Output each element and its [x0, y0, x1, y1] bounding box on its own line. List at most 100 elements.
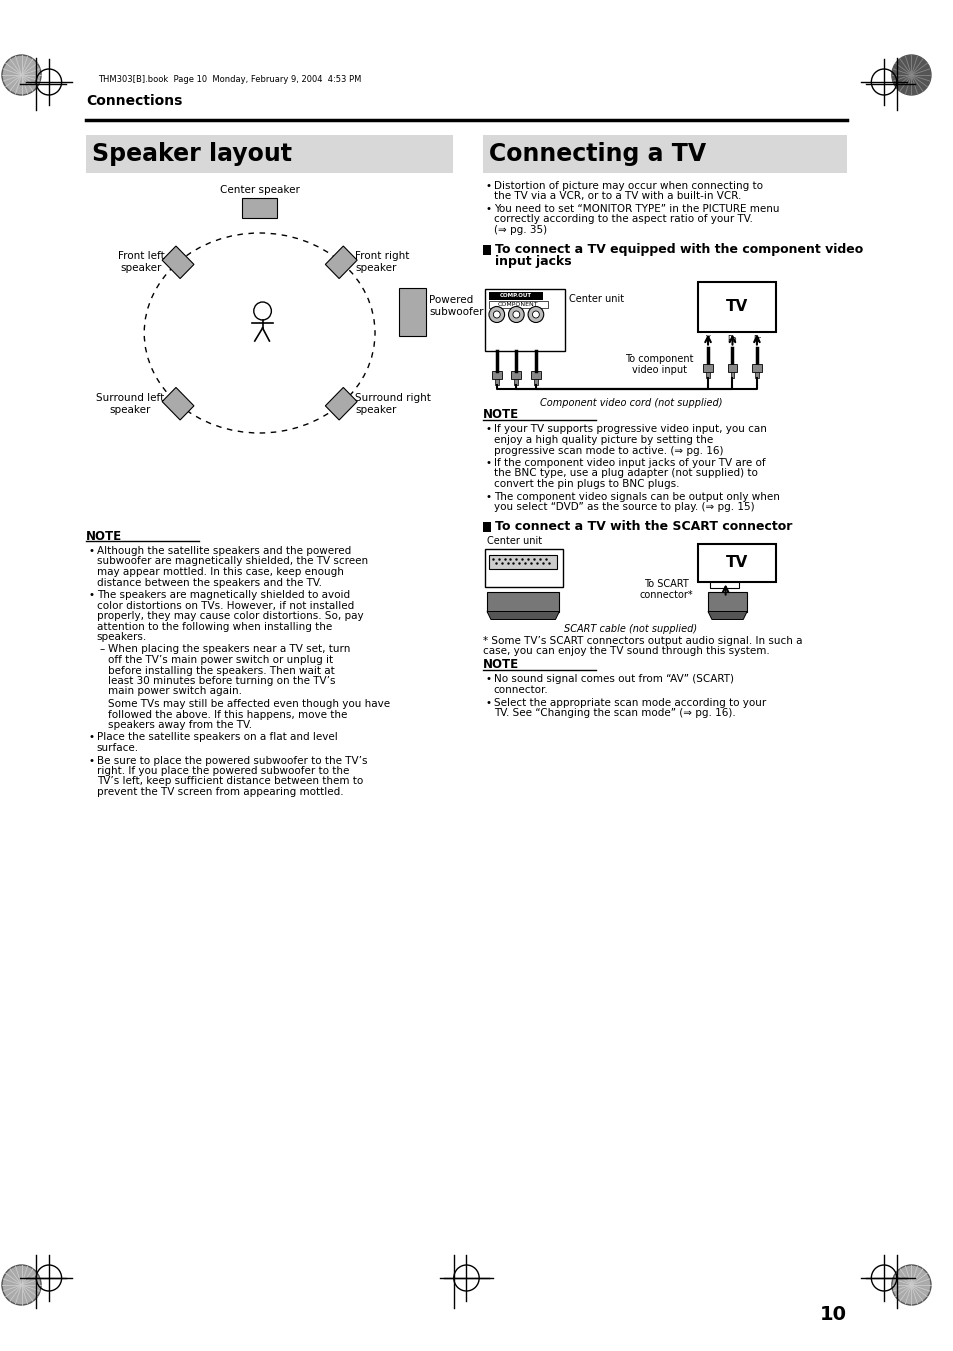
Text: Pb: Pb: [727, 335, 737, 345]
Polygon shape: [162, 388, 193, 420]
Text: To component
video input: To component video input: [624, 354, 693, 376]
Bar: [751, 363, 761, 372]
Text: TV. See “Changing the scan mode” (⇒ pg. 16).: TV. See “Changing the scan mode” (⇒ pg. …: [494, 708, 735, 717]
Bar: [534, 378, 537, 385]
Text: •: •: [88, 732, 94, 743]
Bar: [698, 281, 776, 331]
Circle shape: [528, 307, 543, 323]
Text: Pr: Pr: [752, 335, 760, 345]
Bar: [484, 289, 565, 350]
Bar: [705, 372, 709, 377]
Text: right. If you place the powered subwoofer to the: right. If you place the powered subwoofe…: [96, 766, 349, 775]
Text: input jacks: input jacks: [495, 255, 571, 269]
Bar: [730, 372, 734, 377]
Bar: [495, 378, 498, 385]
Polygon shape: [707, 612, 746, 620]
Text: prevent the TV screen from appearing mottled.: prevent the TV screen from appearing mot…: [96, 788, 343, 797]
Text: (⇒ pg. 35): (⇒ pg. 35): [494, 226, 546, 235]
Bar: [511, 370, 520, 378]
Text: Front right
speaker: Front right speaker: [355, 251, 409, 273]
Bar: [486, 592, 558, 612]
Text: Distortion of picture may occur when connecting to: Distortion of picture may occur when con…: [494, 181, 762, 190]
Text: Surround right
speaker: Surround right speaker: [355, 393, 431, 415]
Text: •: •: [484, 181, 491, 190]
Circle shape: [2, 1265, 41, 1305]
Text: If the component video input jacks of your TV are of: If the component video input jacks of yo…: [494, 458, 764, 467]
Text: THM303[B].book  Page 10  Monday, February 9, 2004  4:53 PM: THM303[B].book Page 10 Monday, February …: [98, 74, 361, 84]
Text: Although the satellite speakers and the powered: Although the satellite speakers and the …: [96, 546, 351, 557]
Text: •: •: [88, 755, 94, 766]
Text: enjoy a high quality picture by setting the: enjoy a high quality picture by setting …: [494, 435, 712, 444]
Text: connector.: connector.: [494, 685, 548, 694]
Bar: [484, 549, 562, 586]
Text: Connections: Connections: [86, 95, 182, 108]
Text: You need to set “MONITOR TYPE” in the PICTURE menu: You need to set “MONITOR TYPE” in the PI…: [494, 204, 779, 213]
Text: case, you can enjoy the TV sound through this system.: case, you can enjoy the TV sound through…: [482, 647, 769, 657]
Text: The speakers are magnetically shielded to avoid: The speakers are magnetically shielded t…: [96, 590, 350, 600]
Text: Place the satellite speakers on a flat and level: Place the satellite speakers on a flat a…: [96, 732, 337, 743]
Circle shape: [891, 55, 930, 95]
Bar: [489, 292, 542, 300]
Text: NOTE: NOTE: [482, 408, 518, 422]
Text: The component video signals can be output only when: The component video signals can be outpu…: [494, 492, 779, 501]
Text: properly, they may cause color distortions. So, pay: properly, they may cause color distortio…: [96, 611, 363, 621]
Text: •: •: [484, 204, 491, 213]
Text: Y: Y: [705, 335, 710, 345]
Text: •: •: [484, 674, 491, 685]
Circle shape: [493, 311, 499, 317]
Text: least 30 minutes before turning on the TV’s: least 30 minutes before turning on the T…: [108, 676, 335, 686]
Text: To SCART
connector*: To SCART connector*: [639, 578, 693, 600]
Text: may appear mottled. In this case, keep enough: may appear mottled. In this case, keep e…: [96, 567, 343, 577]
Circle shape: [532, 311, 538, 317]
Polygon shape: [162, 246, 193, 278]
Circle shape: [508, 307, 523, 323]
Text: Be sure to place the powered subwoofer to the TV’s: Be sure to place the powered subwoofer t…: [96, 755, 367, 766]
Text: TV’s left, keep sufficient distance between them to: TV’s left, keep sufficient distance betw…: [96, 777, 363, 786]
Text: To connect a TV equipped with the component video: To connect a TV equipped with the compon…: [495, 243, 862, 257]
Text: Center speaker: Center speaker: [219, 185, 299, 195]
Bar: [698, 543, 776, 581]
Text: progressive scan mode to active. (⇒ pg. 16): progressive scan mode to active. (⇒ pg. …: [494, 446, 722, 455]
Text: NOTE: NOTE: [482, 658, 518, 671]
Bar: [398, 288, 426, 336]
Text: Some TVs may still be affected even though you have: Some TVs may still be affected even thou…: [108, 698, 389, 709]
Text: TV: TV: [725, 555, 748, 570]
Circle shape: [891, 1265, 930, 1305]
Bar: [492, 370, 501, 378]
Bar: [482, 135, 846, 173]
Text: the BNC type, use a plug adapter (not supplied) to: the BNC type, use a plug adapter (not su…: [494, 469, 757, 478]
Text: •: •: [484, 492, 491, 501]
Circle shape: [489, 307, 504, 323]
Text: correctly according to the aspect ratio of your TV.: correctly according to the aspect ratio …: [494, 215, 752, 224]
Bar: [531, 370, 540, 378]
Text: off the TV’s main power switch or unplug it: off the TV’s main power switch or unplug…: [108, 655, 333, 665]
Text: convert the pin plugs to BNC plugs.: convert the pin plugs to BNC plugs.: [494, 480, 679, 489]
Text: SCART cable (not supplied): SCART cable (not supplied): [563, 624, 697, 634]
Text: If your TV supports progressive video input, you can: If your TV supports progressive video in…: [494, 424, 766, 435]
Text: Center unit: Center unit: [569, 295, 623, 304]
Text: the TV via a VCR, or to a TV with a built-in VCR.: the TV via a VCR, or to a TV with a buil…: [494, 192, 740, 201]
Bar: [702, 363, 712, 372]
Bar: [754, 372, 758, 377]
Bar: [514, 378, 517, 385]
Text: When placing the speakers near a TV set, turn: When placing the speakers near a TV set,…: [108, 644, 350, 654]
Text: Component video cord (not supplied): Component video cord (not supplied): [539, 399, 721, 408]
Text: NOTE: NOTE: [86, 530, 122, 543]
Text: •: •: [484, 458, 491, 467]
Text: distance between the speakers and the TV.: distance between the speakers and the TV…: [96, 577, 321, 588]
Text: main power switch again.: main power switch again.: [108, 686, 241, 697]
Bar: [482, 521, 491, 531]
Polygon shape: [486, 612, 558, 620]
Text: color distortions on TVs. However, if not installed: color distortions on TVs. However, if no…: [96, 600, 354, 611]
Circle shape: [513, 311, 519, 317]
Text: COMP.OUT: COMP.OUT: [498, 293, 531, 299]
Text: subwoofer are magnetically shielded, the TV screen: subwoofer are magnetically shielded, the…: [96, 557, 368, 566]
Text: Select the appropriate scan mode according to your: Select the appropriate scan mode accordi…: [494, 697, 765, 708]
Text: Powered
subwoofer: Powered subwoofer: [429, 296, 483, 316]
Bar: [709, 581, 739, 588]
Polygon shape: [325, 388, 356, 420]
Circle shape: [2, 55, 41, 95]
Text: Center unit: Center unit: [486, 536, 541, 547]
Text: TV: TV: [725, 299, 748, 313]
Text: Front left
speaker: Front left speaker: [117, 251, 164, 273]
